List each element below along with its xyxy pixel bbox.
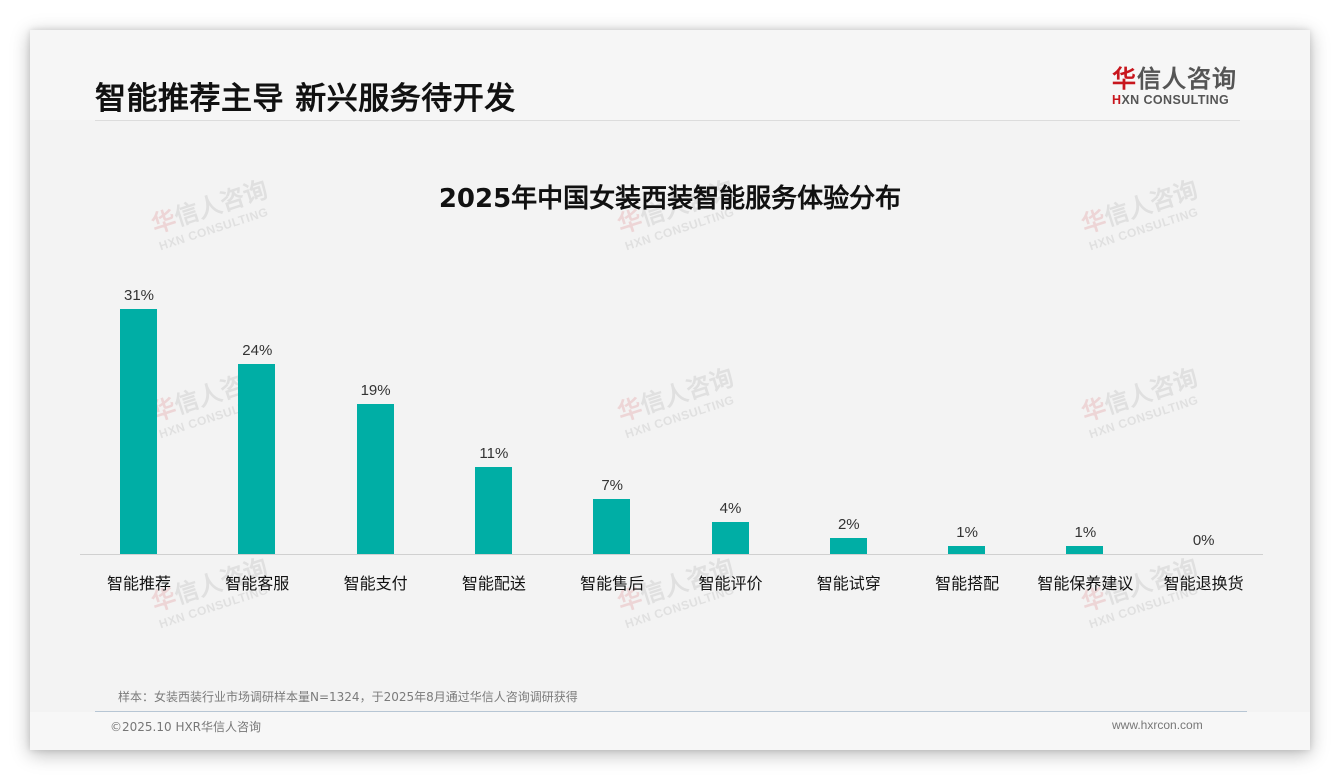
header-divider: [95, 120, 1240, 121]
category-label: 智能配送: [461, 574, 526, 593]
source-note: 样本：女装西装行业市场调研样本量N=1324，于2025年8月通过华信人咨询调研…: [118, 690, 578, 704]
category-label: 智能试穿: [816, 574, 881, 593]
slide: 智能推荐主导 新兴服务待开发 华信人咨询 HXN CONSULTING 华信人咨…: [30, 30, 1310, 750]
bar: [1066, 546, 1104, 554]
category-label: 智能推荐: [106, 574, 171, 593]
bar: [474, 467, 512, 554]
logo-cn-rest: 信人咨询: [1137, 65, 1237, 93]
category-label: 智能评价: [698, 574, 763, 593]
category-label: 智能支付: [343, 574, 408, 593]
chart-title: 2025年中国女装西装智能服务体验分布: [438, 184, 902, 214]
bar-group: 1% 智能保养建议: [1026, 30, 1144, 750]
bar: [356, 404, 394, 554]
bar: [829, 538, 867, 554]
bar-value-label: 1%: [1074, 524, 1097, 541]
footer-band: [30, 712, 1310, 750]
bar: [948, 546, 986, 554]
footer-divider: [95, 711, 1247, 712]
bar-value-label: 0%: [1192, 532, 1215, 549]
bar-group: 31% 智能推荐: [80, 30, 198, 750]
bar: [238, 364, 276, 554]
category-label: 智能售后: [580, 574, 645, 593]
bar-group: 4% 智能评价: [672, 30, 790, 750]
bar-value-label: 2%: [837, 516, 860, 533]
category-label: 智能客服: [225, 574, 290, 593]
bar-value-label: 19%: [360, 382, 391, 399]
copyright: ©2025.10 HXR华信人咨询: [110, 720, 262, 734]
bar-value-label: 1%: [956, 524, 978, 541]
logo-cn: 华信人咨询: [1112, 65, 1242, 93]
category-label: 智能保养建议: [1037, 574, 1134, 593]
bar-value-label: 4%: [719, 500, 742, 517]
x-axis-baseline: [80, 554, 1263, 555]
logo-en-rest: XN CONSULTING: [1121, 93, 1230, 107]
logo-cn-accent: 华: [1112, 65, 1137, 93]
bar-value-label: 7%: [601, 477, 624, 494]
bar-group: 7% 智能售后: [553, 30, 671, 750]
bar: [120, 309, 157, 554]
bar: [711, 522, 749, 554]
bar: [593, 499, 631, 554]
brand-logo: 华信人咨询 HXN CONSULTING: [1112, 65, 1242, 107]
bar-group: 19% 智能支付: [317, 30, 435, 750]
bar-group: 0% 智能退换货: [1145, 30, 1263, 750]
page-title: 智能推荐主导 新兴服务待开发: [95, 81, 516, 117]
bar-value-label: 31%: [123, 287, 155, 304]
category-label: 智能退换货: [1163, 574, 1244, 593]
bar-group: 11% 智能配送: [435, 30, 553, 750]
bar-group: 2% 智能试穿: [790, 30, 908, 750]
bar-value-label: 24%: [242, 342, 273, 359]
category-label: 智能搭配: [935, 574, 1000, 593]
website-link[interactable]: www.hxrcon.com: [1112, 718, 1203, 732]
bar-chart: 31% 智能推荐 24% 智能客服 19% 智能支付 11% 智能配送 7% 智能售后 4% 智能评价…: [30, 30, 1310, 750]
header-band: [30, 30, 1310, 120]
logo-en: HXN CONSULTING: [1112, 93, 1242, 107]
bar-group: 1% 智能搭配: [908, 30, 1026, 750]
bar-value-label: 11%: [479, 445, 509, 462]
bar-group: 24% 智能客服: [198, 30, 316, 750]
logo-en-accent: H: [1112, 93, 1122, 107]
